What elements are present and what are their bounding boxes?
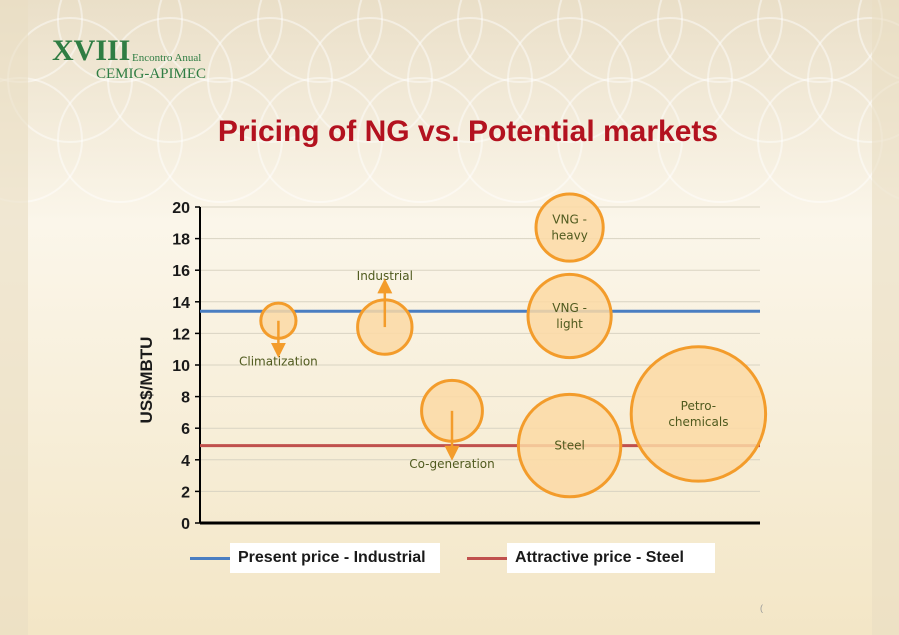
background-ring <box>157 77 283 203</box>
bubble-label-vng-light: VNG -light <box>552 301 587 331</box>
legend-attractive-swatch <box>467 557 507 560</box>
bubble-petro-chemicals <box>629 345 768 483</box>
bubble-label-steel: Steel <box>554 439 584 453</box>
y-tick-label: 12 <box>172 326 190 343</box>
left-margin-band <box>0 0 28 635</box>
background-ring <box>307 17 433 143</box>
logo-numeral: XVIII <box>52 34 131 67</box>
background-ring <box>257 0 383 83</box>
background-ring <box>857 0 899 80</box>
background-ring <box>157 0 283 83</box>
bubble-vng-light <box>526 272 613 360</box>
background-ring <box>57 0 183 83</box>
y-tick-label: 4 <box>181 453 190 470</box>
bubble-label-petro-chemicals: Petro-chemicals <box>668 399 728 429</box>
bubble-steel <box>516 392 623 499</box>
logo-subtitle: CEMIG-APIMEC <box>96 66 207 82</box>
y-tick-label: 14 <box>172 295 190 312</box>
y-axis-label: US$/MBTU <box>137 337 156 424</box>
logo-small-text: Encontro Anual <box>132 52 202 64</box>
background-ring <box>607 17 733 143</box>
y-tick-label: 8 <box>181 390 190 407</box>
background-ring <box>457 77 583 203</box>
bubble-label-vng-heavy: VNG -heavy <box>551 213 588 243</box>
bubble-vng-heavy <box>534 192 605 263</box>
background-ring <box>557 77 683 203</box>
legend-present-swatch <box>190 557 230 560</box>
bubble-label-co-generation: Co-generation <box>409 457 495 471</box>
y-tick-label: 18 <box>172 232 190 249</box>
background-ring <box>657 0 783 83</box>
y-tick-label: 0 <box>181 516 190 533</box>
bubble-label-industrial: Industrial <box>357 269 413 283</box>
right-margin-band <box>872 0 899 635</box>
y-tick-label: 10 <box>172 358 190 375</box>
background-rings <box>0 0 899 203</box>
background-ring <box>207 17 333 143</box>
bubble-label-climatization: Climatization <box>239 354 318 368</box>
background-ring <box>507 17 633 143</box>
y-tick-label: 2 <box>181 484 190 501</box>
background-ring <box>707 17 833 143</box>
background-ring <box>457 0 583 83</box>
background-ring <box>357 77 483 203</box>
slide-title: Pricing of NG vs. Potential markets <box>217 115 719 148</box>
background-ring <box>557 0 683 83</box>
background-ring <box>57 77 183 203</box>
background-ring <box>657 77 783 203</box>
background-ring <box>857 80 899 200</box>
background-ring <box>357 0 483 83</box>
background-ring <box>257 77 383 203</box>
background-ring <box>807 17 899 143</box>
legend-attractive-label: Attractive price - Steel <box>507 543 715 573</box>
y-tick-label: 20 <box>172 200 190 217</box>
legend-present-label: Present price - Industrial <box>230 543 440 573</box>
background-ring <box>407 17 533 143</box>
conference-logo: XVIII Encontro Anual CEMIG-APIMEC <box>52 34 252 84</box>
y-tick-label: 6 <box>181 421 190 438</box>
background-ring <box>107 17 233 143</box>
page-mark: ( <box>760 603 763 613</box>
y-tick-label: 16 <box>172 263 190 280</box>
